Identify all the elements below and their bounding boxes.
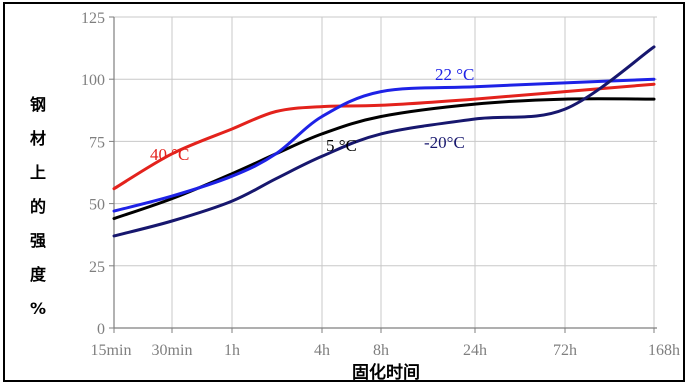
x-tick-label: 30min bbox=[152, 342, 193, 359]
series-line-4 bbox=[112, 45, 656, 238]
y-axis-label-char: 的 bbox=[30, 197, 46, 216]
series-label: -20°C bbox=[424, 133, 465, 152]
x-tick-label: 1h bbox=[224, 342, 240, 359]
series-label: 22 °C bbox=[435, 65, 474, 84]
y-axis-label-char: % bbox=[30, 299, 46, 318]
y-axis-label-char: 度 bbox=[30, 265, 47, 284]
series-lines bbox=[112, 45, 656, 238]
series-line-2 bbox=[112, 77, 656, 213]
x-tick-label: 24h bbox=[463, 342, 487, 359]
x-tick-labels: 15min 30min 1h 4h 8h 24h 72h 168h bbox=[91, 342, 680, 359]
y-axis-label-char: 钢 bbox=[30, 95, 46, 114]
x-axis-label: 固化时间 bbox=[352, 362, 420, 383]
series-line-1 bbox=[112, 82, 656, 191]
y-tick-label: 75 bbox=[89, 134, 105, 151]
grid bbox=[114, 16, 657, 328]
y-axis-label-char: 强 bbox=[30, 231, 46, 250]
x-tick-label: 168h bbox=[648, 342, 680, 359]
y-tick-label: 0 bbox=[97, 321, 105, 338]
x-tick-label: 4h bbox=[314, 342, 330, 359]
y-tick-label: 50 bbox=[89, 197, 105, 214]
y-tick-labels: 0 25 50 75 100 125 bbox=[81, 10, 105, 338]
y-axis-label-char: 材 bbox=[30, 129, 46, 148]
series-line-3 bbox=[112, 97, 656, 221]
series-label: 40 °C bbox=[150, 145, 189, 164]
y-tick-label: 25 bbox=[89, 259, 105, 276]
axes bbox=[109, 16, 657, 333]
y-tick-label: 125 bbox=[81, 10, 105, 27]
chart-frame bbox=[3, 2, 685, 382]
series-labels: 40 °C 22 °C 5 °C -20°C bbox=[150, 65, 474, 164]
x-tick-label: 72h bbox=[553, 342, 577, 359]
y-axis-label-char: 上 bbox=[30, 163, 46, 182]
series-label: 5 °C bbox=[326, 136, 357, 155]
x-tick-label: 8h bbox=[373, 342, 389, 359]
x-tick-label: 15min bbox=[91, 342, 132, 359]
y-tick-label: 100 bbox=[81, 72, 105, 89]
